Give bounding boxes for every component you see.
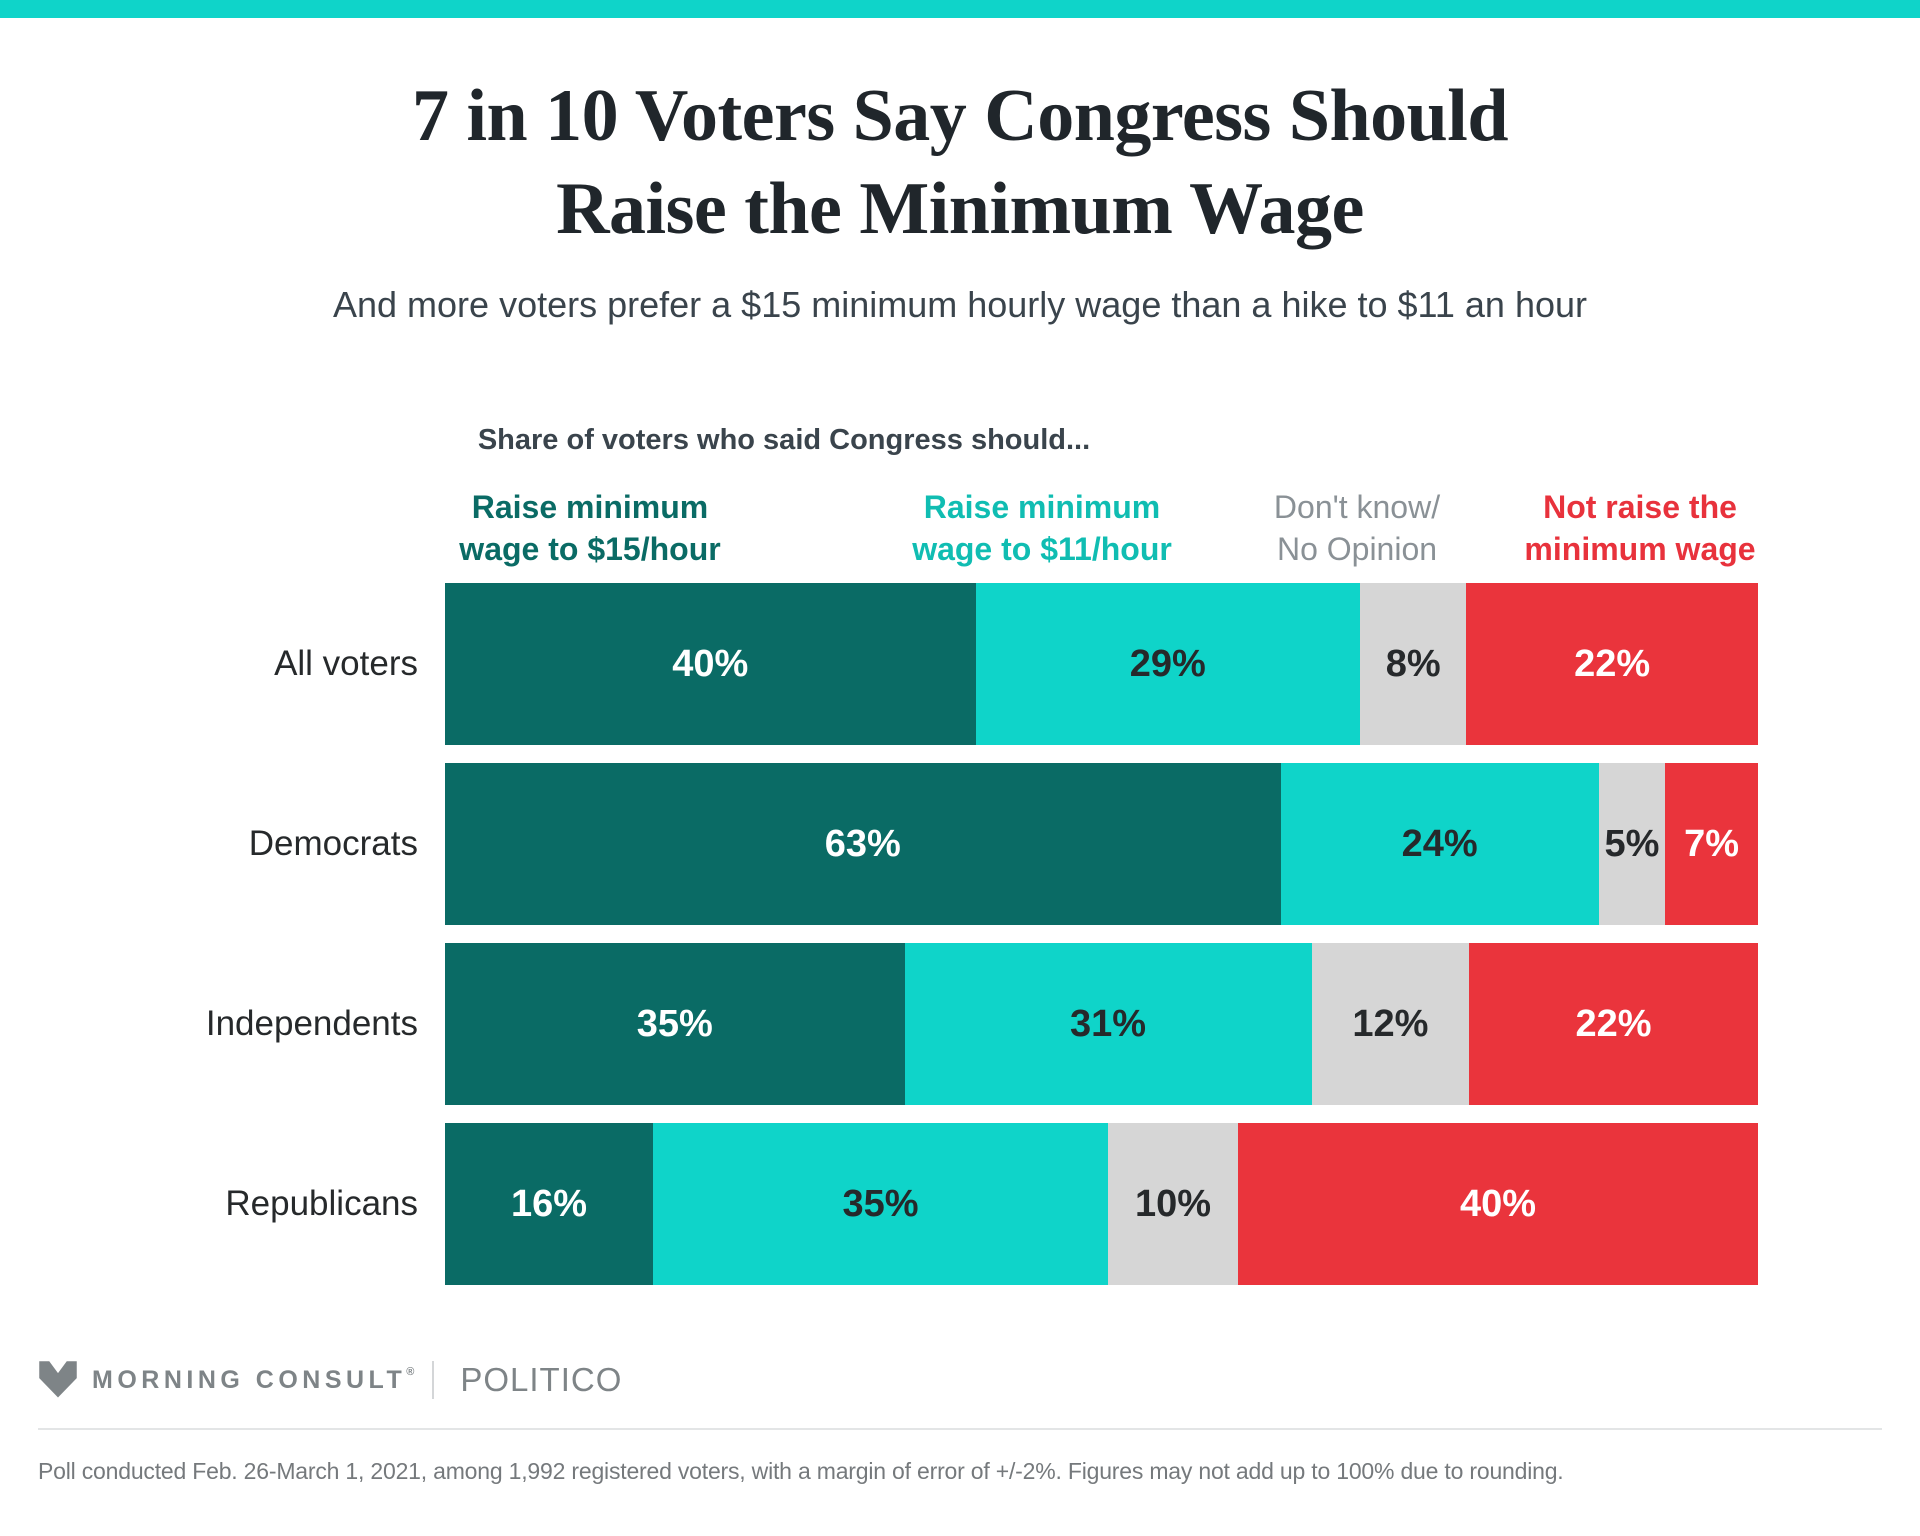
morning-consult-logo [39, 1361, 77, 1398]
bar-segment: 40% [1238, 1123, 1758, 1285]
bar-segment: 22% [1466, 583, 1758, 745]
stacked-bar: 40% 29% 8% 22% [445, 583, 1758, 745]
category-label: Democrats [248, 824, 418, 863]
legend-label-line: No Opinion [1276, 531, 1438, 568]
legend-label-line: Raise minimum [923, 489, 1161, 525]
bar-segment: 31% [904, 943, 1312, 1105]
legend-item: Don't know/No Opinion [1274, 486, 1440, 570]
legend-item: Raise minimum wage to $15/hour [459, 486, 720, 570]
bar-segment: 35% [653, 1123, 1108, 1285]
bar-row: All voters 40% 29% 8% 22% [0, 583, 1920, 745]
legend-label-line: minimum wage [1524, 531, 1756, 568]
footer-divider-rule [38, 1428, 1882, 1430]
bar-segment: 8% [1360, 583, 1467, 745]
category-label: All voters [274, 644, 418, 683]
legend-label-line: wage to $11/hour [912, 531, 1172, 568]
bar-segment: 5% [1598, 763, 1666, 925]
chart-legend: Raise minimum wage to $15/hour Raise minim… [0, 486, 1920, 578]
bar-segment: 40% [445, 583, 976, 745]
bar-segment: 12% [1311, 943, 1470, 1105]
stacked-bar: 16% 35% 10% 40% [445, 1123, 1758, 1285]
morning-consult-text: MORNING CONSULT [92, 1365, 407, 1394]
category-label: Independents [205, 1004, 418, 1043]
bar-segment: 63% [445, 763, 1281, 925]
footer-logos: MORNING CONSULT® POLITICO [38, 1358, 622, 1402]
category-label: Republicans [225, 1184, 418, 1223]
top-accent-bar [0, 0, 1920, 18]
stacked-bar: 35% 31% 12% 22% [445, 943, 1758, 1105]
bar-segment: 24% [1280, 763, 1599, 925]
bar-segment: 22% [1469, 943, 1758, 1105]
bar-row: Democrats 63% 24% 5% 7% [0, 763, 1920, 925]
stacked-bar-chart: All voters 40% 29% 8% 22% Democrats 63% 24% 5% 7%… [0, 583, 1920, 1303]
stacked-bar: 63% 24% 5% 7% [445, 763, 1758, 925]
logo-divider [432, 1361, 435, 1399]
legend-label-line: Not raise the [1543, 489, 1737, 525]
title-line-1: 7 in 10 Voters Say Congress Should [411, 75, 1509, 157]
bar-segment: 16% [445, 1123, 653, 1285]
bar-row: Republicans 16% 35% 10% 40% [0, 1123, 1920, 1285]
legend-item: Not raise the minimum wage [1524, 486, 1755, 570]
legend-label-line: Raise minimum [471, 489, 709, 525]
bar-segment: 35% [445, 943, 905, 1105]
bar-segment: 7% [1665, 763, 1758, 925]
morning-consult-wordmark: MORNING CONSULT® [92, 1366, 414, 1395]
title-line-2: Raise the Minimum Wage [556, 168, 1364, 251]
legend-item: Raise minimum wage to $11/hour [912, 486, 1172, 570]
page-title: 7 in 10 Voters Say Congress Should Raise… [0, 70, 1920, 256]
methodology-note: Poll conducted Feb. 26-March 1, 2021, am… [38, 1458, 1564, 1484]
subtitle: And more voters prefer a $15 minimum hou… [332, 284, 1588, 325]
politico-wordmark: POLITICO [460, 1361, 623, 1398]
bar-segment: 10% [1108, 1123, 1238, 1285]
bar-segment: 29% [975, 583, 1361, 745]
bar-row: Independents 35% 31% 12% 22% [0, 943, 1920, 1105]
chart-heading: Share of voters who said Congress should… [477, 424, 1091, 456]
legend-label-line: Don't know/ [1273, 489, 1441, 525]
registered-mark: ® [406, 1365, 415, 1378]
legend-label-line: wage to $15/hour [459, 531, 721, 568]
